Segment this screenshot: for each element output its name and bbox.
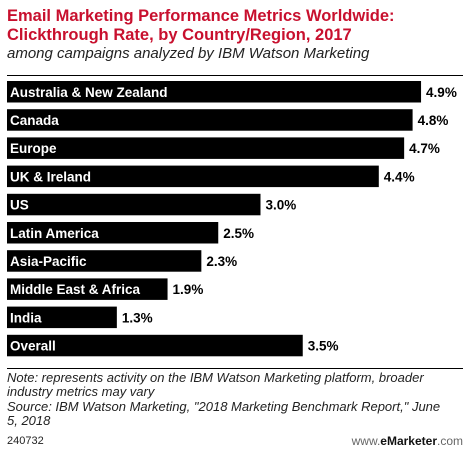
bar [7,306,117,329]
category-label: UK & Ireland [10,169,91,184]
bar [7,222,219,244]
category-label: Latin America [10,226,99,241]
category-label: Asia-Pacific [10,254,87,269]
data-label: 3.5% [308,339,339,354]
bar-row: UK & Ireland 4.4% [7,165,415,188]
bar-row: Australia & New Zealand 4.9% [7,81,457,103]
bar [7,81,422,103]
chart-title-line-2: Clickthrough Rate, by Country/Region, 20… [7,26,352,44]
category-label: Europe [10,141,57,156]
bar [7,278,168,300]
category-label: US [10,198,29,213]
brand-prefix: www. [351,434,381,448]
chart-subtitle: among campaigns analyzed by IBM Watson M… [7,45,370,62]
bar-row: Asia-Pacific 2.3% [7,250,237,272]
top-rule [7,75,463,76]
data-label: 2.3% [206,254,237,269]
data-label: 4.7% [409,141,440,156]
chart-id: 240732 [7,435,44,447]
data-label: 4.9% [426,85,457,100]
note-line-1: Note: represents activity on the IBM Wat… [7,370,424,385]
category-label: Middle East & Africa [10,282,141,297]
bar-row: US 3.0% [7,193,297,216]
emarketer-logo[interactable]: www.eMarketer.com [352,434,463,448]
bar-row: Canada 4.8% [7,109,448,131]
bar [7,165,379,188]
bottom-rule [7,368,463,369]
data-label: 1.3% [122,310,153,325]
bar [7,250,202,272]
chart-note: Note: represents activity on the IBM Wat… [7,370,467,429]
data-label: 3.0% [266,198,297,213]
category-label: Overall [10,339,56,354]
note-line-2: industry metrics may vary [7,384,155,400]
chart-title-line-1: Email Marketing Performance Metrics Worl… [7,7,395,25]
source-line-1: Source: IBM Watson Marketing, "2018 Mark… [7,398,441,414]
bar-row: Latin America 2.5% [7,222,254,244]
bar [7,193,261,216]
data-label: 1.9% [173,282,204,297]
brand-name: eMarketer [380,434,437,448]
bar-row: Europe 4.7% [7,137,440,159]
data-label: 4.8% [418,113,449,128]
chart-title: Email Marketing Performance Metrics Worl… [7,7,467,45]
bar [7,109,413,131]
source-line-2: 5, 2018 [7,413,51,429]
category-label: Australia & New Zealand [10,85,168,100]
bar-row: Middle East & Africa 1.9% [7,278,203,300]
data-label: 4.4% [384,169,415,184]
bar [7,334,303,357]
data-label: 2.5% [223,226,254,241]
bar-row: India 1.3% [7,306,153,329]
bar [7,137,405,159]
brand-suffix: .com [436,434,463,448]
category-label: Canada [10,113,59,128]
category-label: India [10,310,42,325]
bar-row: Overall 3.5% [7,334,339,357]
